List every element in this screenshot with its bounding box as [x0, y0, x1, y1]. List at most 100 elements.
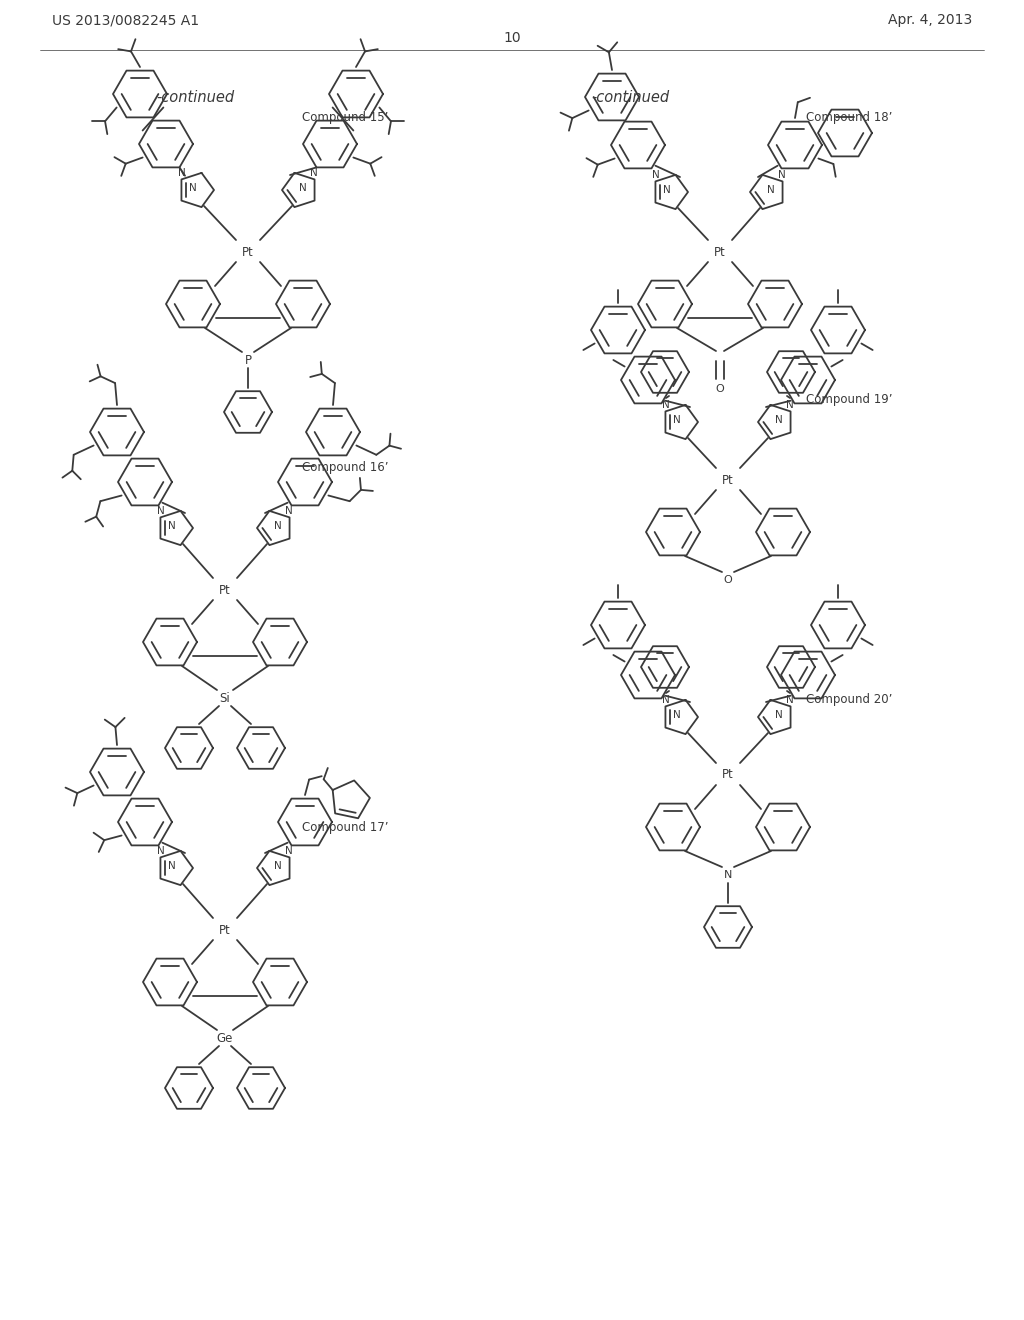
- Polygon shape: [282, 173, 314, 207]
- Polygon shape: [767, 351, 815, 393]
- Polygon shape: [666, 405, 698, 440]
- Polygon shape: [165, 727, 213, 768]
- Polygon shape: [161, 511, 193, 545]
- Polygon shape: [758, 405, 791, 440]
- Polygon shape: [113, 70, 167, 117]
- Polygon shape: [257, 511, 290, 545]
- Text: N: N: [168, 521, 176, 531]
- Polygon shape: [621, 652, 675, 698]
- Text: N: N: [663, 696, 670, 705]
- Text: N: N: [157, 506, 165, 516]
- Polygon shape: [591, 602, 645, 648]
- Polygon shape: [118, 458, 172, 506]
- Text: Pt: Pt: [242, 246, 254, 259]
- Text: Compound 15’: Compound 15’: [302, 111, 388, 124]
- Polygon shape: [276, 281, 330, 327]
- Polygon shape: [237, 727, 285, 768]
- Polygon shape: [278, 458, 332, 506]
- Text: Pt: Pt: [722, 474, 734, 487]
- Polygon shape: [641, 351, 689, 393]
- Text: Si: Si: [219, 692, 230, 705]
- Text: N: N: [775, 414, 783, 425]
- Polygon shape: [705, 907, 752, 948]
- Polygon shape: [756, 804, 810, 850]
- Text: Pt: Pt: [219, 924, 230, 936]
- Text: Ge: Ge: [217, 1031, 233, 1044]
- Text: P: P: [245, 354, 252, 367]
- Polygon shape: [165, 1067, 213, 1109]
- Polygon shape: [748, 281, 802, 327]
- Text: -continued: -continued: [156, 91, 234, 106]
- Text: Pt: Pt: [219, 583, 230, 597]
- Text: Compound 17’: Compound 17’: [301, 821, 388, 834]
- Polygon shape: [781, 356, 835, 404]
- Polygon shape: [306, 409, 360, 455]
- Text: Pt: Pt: [722, 768, 734, 781]
- Text: N: N: [767, 185, 775, 195]
- Text: US 2013/0082245 A1: US 2013/0082245 A1: [52, 13, 199, 26]
- Polygon shape: [767, 647, 815, 688]
- Text: N: N: [274, 521, 282, 531]
- Text: Compound 20’: Compound 20’: [806, 693, 892, 706]
- Text: -continued: -continued: [591, 91, 669, 106]
- Polygon shape: [641, 647, 689, 688]
- Text: N: N: [664, 185, 671, 195]
- Polygon shape: [253, 958, 307, 1006]
- Polygon shape: [237, 1067, 285, 1109]
- Text: 10: 10: [503, 30, 521, 45]
- Text: N: N: [663, 400, 670, 411]
- Text: N: N: [299, 183, 307, 193]
- Text: N: N: [724, 870, 732, 880]
- Text: N: N: [775, 710, 783, 719]
- Polygon shape: [811, 602, 865, 648]
- Text: Compound 18’: Compound 18’: [806, 111, 892, 124]
- Text: O: O: [716, 384, 724, 393]
- Text: N: N: [786, 400, 794, 411]
- Polygon shape: [90, 748, 144, 796]
- Text: N: N: [673, 710, 681, 719]
- Polygon shape: [621, 356, 675, 404]
- Text: Apr. 4, 2013: Apr. 4, 2013: [888, 13, 972, 26]
- Polygon shape: [257, 851, 290, 886]
- Polygon shape: [646, 508, 700, 556]
- Polygon shape: [756, 508, 810, 556]
- Polygon shape: [253, 619, 307, 665]
- Polygon shape: [278, 799, 332, 845]
- Polygon shape: [333, 780, 370, 818]
- Polygon shape: [224, 391, 272, 433]
- Polygon shape: [666, 700, 698, 734]
- Text: N: N: [673, 414, 681, 425]
- Polygon shape: [139, 120, 193, 168]
- Polygon shape: [781, 652, 835, 698]
- Polygon shape: [329, 70, 383, 117]
- Polygon shape: [303, 120, 357, 168]
- Polygon shape: [655, 174, 688, 209]
- Polygon shape: [818, 110, 872, 156]
- Text: Compound 16’: Compound 16’: [301, 462, 388, 474]
- Text: N: N: [274, 861, 282, 871]
- Polygon shape: [143, 958, 197, 1006]
- Text: N: N: [189, 183, 197, 193]
- Polygon shape: [750, 174, 782, 209]
- Text: N: N: [168, 861, 176, 871]
- Polygon shape: [611, 121, 665, 169]
- Polygon shape: [90, 409, 144, 455]
- Text: N: N: [157, 846, 165, 855]
- Text: N: N: [778, 170, 785, 180]
- Text: Compound 19’: Compound 19’: [806, 393, 892, 407]
- Polygon shape: [646, 804, 700, 850]
- Text: O: O: [724, 576, 732, 585]
- Polygon shape: [768, 121, 822, 169]
- Polygon shape: [638, 281, 692, 327]
- Text: Pt: Pt: [714, 246, 726, 259]
- Text: N: N: [310, 168, 317, 178]
- Polygon shape: [118, 799, 172, 845]
- Text: N: N: [285, 846, 293, 855]
- Text: N: N: [652, 170, 659, 180]
- Polygon shape: [591, 306, 645, 354]
- Polygon shape: [585, 74, 639, 120]
- Polygon shape: [143, 619, 197, 665]
- Text: N: N: [178, 168, 186, 178]
- Polygon shape: [161, 851, 193, 886]
- Polygon shape: [811, 306, 865, 354]
